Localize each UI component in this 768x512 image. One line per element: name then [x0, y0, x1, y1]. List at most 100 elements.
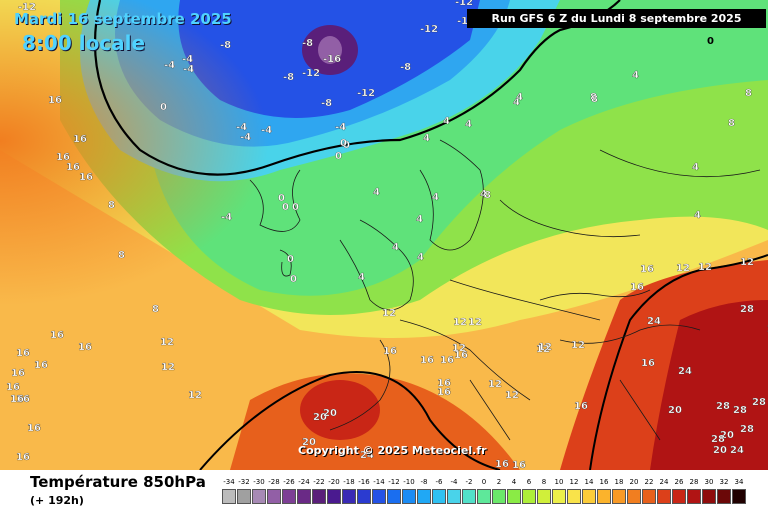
isotherm-value-label: -12	[357, 88, 375, 99]
isotherm-value-label: 12	[188, 390, 202, 401]
isotherm-value-label: 28	[711, 434, 725, 445]
isotherm-value-label: 20	[323, 408, 337, 419]
isotherm-value-label: 4	[392, 242, 399, 253]
isotherm-value-label: 0	[278, 193, 285, 204]
isotherm-value-label: 28	[733, 405, 747, 416]
legend-footer: Température 850hPa (+ 192h) -34 -32 -30 -28…	[0, 470, 768, 512]
copyright-notice: Copyright © 2025 Meteociel.fr	[298, 444, 487, 457]
scale-swatch	[552, 489, 566, 504]
isotherm-value-label: 16	[420, 355, 434, 366]
isotherm-value-label: 0	[290, 274, 297, 285]
scale-tick-label: -32	[238, 478, 250, 486]
coastlines	[249, 139, 761, 441]
isotherm-value-label: -12	[457, 16, 475, 27]
isotherm-value-label: 16	[27, 423, 41, 434]
scale-tick-label: 6	[526, 478, 532, 486]
scale-tick-label: -12	[388, 478, 400, 486]
isotherm-value-label: 8	[118, 250, 125, 261]
isotherm-value-label: 16	[16, 348, 30, 359]
isotherm-value-label: -4	[182, 54, 193, 65]
isotherm-value-label: 28	[752, 397, 766, 408]
isotherm-value-label: -8	[283, 72, 294, 83]
scale-swatch	[312, 489, 326, 504]
isotherm-value-label: -8	[302, 38, 313, 49]
scale-tick-label: -28	[268, 478, 280, 486]
isotherm-value-label: 12	[698, 262, 712, 273]
isotherm-value-label: 12	[538, 342, 552, 353]
isotherm-value-label: 4	[513, 97, 520, 108]
isotherm-value-label: 20	[713, 445, 727, 456]
isotherm-value-label: 12	[676, 263, 690, 274]
scale-tick-label: -10	[403, 478, 415, 486]
temperature-map: -12-12-12-12-8-8-16-8-12-8-12-4-4-4-8-4-…	[0, 0, 768, 470]
scale-tick-label: 34	[734, 478, 744, 486]
isotherm-value-label: 8	[152, 304, 159, 315]
isotherm-value-label: 12	[505, 390, 519, 401]
scale-swatch	[702, 489, 716, 504]
isotherm-value-label: -12	[302, 68, 320, 79]
isotherm-value-label: 16	[16, 452, 30, 463]
isotherm-value-label: 4	[480, 189, 487, 200]
isotherm-value-label: 16	[574, 401, 588, 412]
scale-swatch	[387, 489, 401, 504]
isotherm-value-label: 16	[48, 95, 62, 106]
isotherm-value-label: 16	[16, 394, 30, 405]
isotherm-value-label: -16	[323, 54, 341, 65]
isotherm-value-label: 12	[453, 317, 467, 328]
isotherm-value-label: 0	[160, 102, 167, 113]
scale-swatch	[252, 489, 266, 504]
scale-swatch	[462, 489, 476, 504]
isotherm-value-label: -8	[400, 62, 411, 73]
isotherm-value-label: 20	[720, 430, 734, 441]
isotherm-value-label: 8	[590, 92, 597, 103]
scale-swatch	[492, 489, 506, 504]
isotherm-value-label: 4	[632, 70, 639, 81]
isotherm-value-label: -4	[164, 60, 175, 71]
isotherm-value-label: 4	[465, 119, 472, 130]
isotherm-value-label: 16	[641, 358, 655, 369]
isotherm-value-label: 4	[417, 252, 424, 263]
scale-tick-label: -6	[435, 478, 443, 486]
isotherm-value-label: 16	[630, 282, 644, 293]
isotherm-value-label: 12	[536, 344, 550, 355]
scale-tick-label: 24	[659, 478, 669, 486]
isotherm-value-label: 16	[66, 162, 80, 173]
scale-tick-label: 18	[614, 478, 624, 486]
scale-tick-label: 32	[719, 478, 729, 486]
scale-tick-label: -20	[328, 478, 340, 486]
isotherm-value-label: -12	[455, 0, 473, 8]
scale-tick-label: 28	[689, 478, 699, 486]
scale-swatch	[432, 489, 446, 504]
scale-tick-label: -24	[298, 478, 310, 486]
isotherm-value-label: 4	[358, 272, 365, 283]
isotherm-value-label: 24	[678, 366, 692, 377]
scale-tick-label: -2	[465, 478, 473, 486]
color-scale: -34 -32 -30 -28 -26 -24 -22 -20 -18 -16 -14 -12 -10-…	[222, 478, 752, 508]
isotherm-twenty-east	[589, 254, 768, 470]
isotherm-value-label: 12	[740, 257, 754, 268]
isotherm-value-label: 28	[740, 424, 754, 435]
lead-time: (+ 192h)	[30, 494, 84, 507]
scale-tick-label: 30	[704, 478, 714, 486]
scale-swatch	[237, 489, 251, 504]
scale-tick-label: -4	[450, 478, 458, 486]
scale-swatch	[342, 489, 356, 504]
isotherm-value-label: -4	[183, 64, 194, 75]
scale-swatch	[717, 489, 731, 504]
scale-tick-label: -8	[420, 478, 428, 486]
isotherm-value-label: 16	[10, 394, 24, 405]
isotherm-value-label: -4	[261, 125, 272, 136]
scale-tick-label: -30	[253, 478, 265, 486]
isotherm-value-label: 24	[647, 316, 661, 327]
scale-swatch	[597, 489, 611, 504]
scale-swatch	[477, 489, 491, 504]
isotherm-labels: -12-12-12-12-8-8-16-8-12-8-12-4-4-4-8-4-…	[6, 0, 768, 470]
isotherm-value-label: -4	[335, 122, 346, 133]
scale-swatch	[582, 489, 596, 504]
scale-swatch	[372, 489, 386, 504]
isotherm-value-label: 12	[161, 362, 175, 373]
isotherm-value-label: 8	[728, 118, 735, 129]
isotherm-value-label: 8	[745, 88, 752, 99]
isotherm-value-label: -12	[18, 2, 36, 13]
isotherm-value-label: 12	[468, 317, 482, 328]
